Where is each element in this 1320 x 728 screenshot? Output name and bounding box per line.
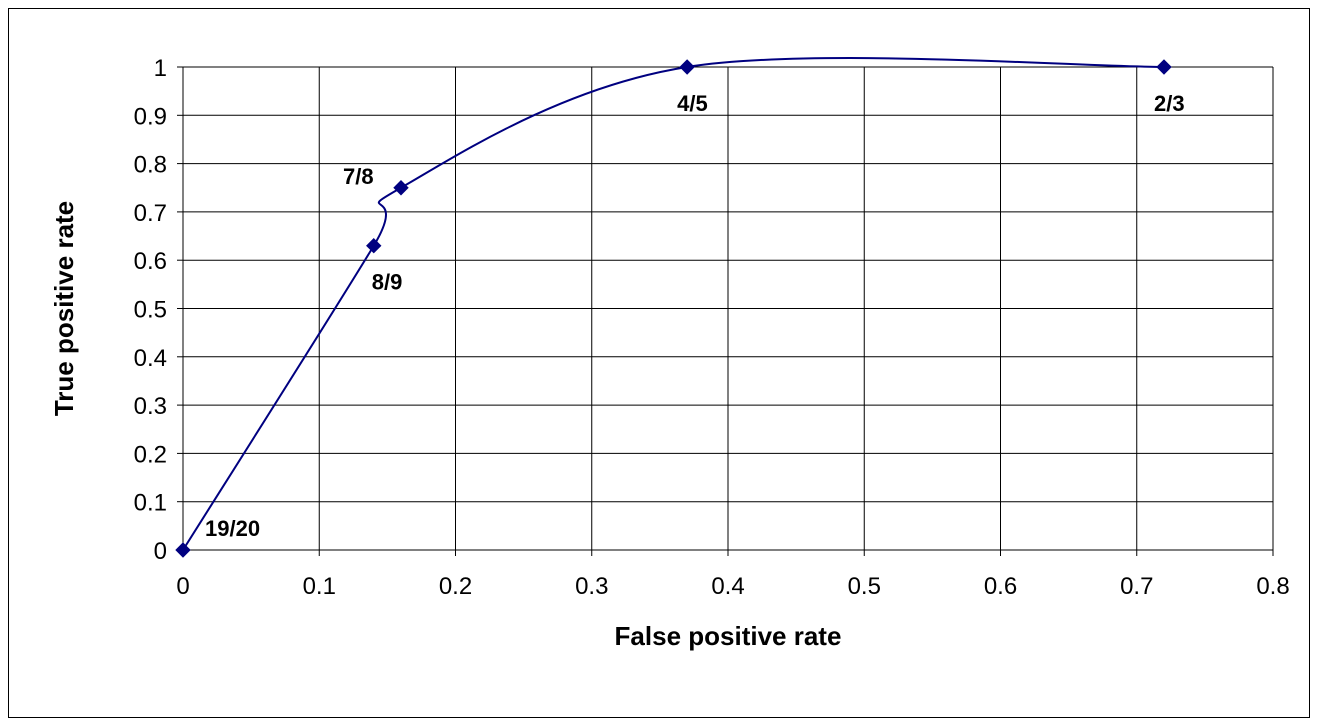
- y-tick-label: 0.4: [134, 345, 167, 372]
- data-point-label: 2/3: [1154, 91, 1185, 116]
- y-tick-label: 0.7: [134, 200, 167, 227]
- y-tick-label: 0.6: [134, 248, 167, 275]
- y-tick-label: 0: [154, 538, 167, 565]
- y-tick-label: 0.2: [134, 441, 167, 468]
- x-tick-label: 0.4: [711, 573, 744, 600]
- data-point-label: 4/5: [677, 91, 708, 116]
- data-point-label: 19/20: [205, 516, 260, 541]
- label-layer: 19/20 8/9 7/8 4/5 2/3: [205, 91, 1185, 541]
- y-tick-label: 0.1: [134, 490, 167, 517]
- x-tick-label: 0: [176, 573, 189, 600]
- x-tick-label: 0.7: [1120, 573, 1153, 600]
- x-tick-label: 0.1: [303, 573, 336, 600]
- data-point-marker: [679, 59, 695, 75]
- data-point-marker: [175, 542, 191, 558]
- y-tick-label: 0.5: [134, 297, 167, 324]
- y-axis-title: True positive rate: [49, 201, 79, 416]
- y-tick-label: 0.8: [134, 152, 167, 179]
- chart-frame: 0 0.1 0.2 0.3 0.4 0.5 0.6 0.7 0.8 0 0.1 0.2 0.3 0.4 0.…: [8, 8, 1310, 718]
- data-point-marker: [1156, 59, 1172, 75]
- axis-layer: 0 0.1 0.2 0.3 0.4 0.5 0.6 0.7 0.8 0 0.1 0.2 0.3 0.4 0.…: [134, 55, 1290, 600]
- grid-layer: [183, 66, 1274, 550]
- data-point-marker: [393, 180, 409, 196]
- x-tick-label: 0.5: [848, 573, 881, 600]
- data-point-marker: [366, 238, 382, 254]
- data-point-label: 8/9: [372, 270, 403, 295]
- x-tick-label: 0.3: [575, 573, 608, 600]
- x-tick-label: 0.2: [439, 573, 472, 600]
- series-layer: [175, 57, 1172, 558]
- x-tick-label: 0.8: [1256, 573, 1289, 600]
- y-tick-label: 0.9: [134, 103, 167, 130]
- y-tick-label: 1: [154, 55, 167, 82]
- x-axis-title: False positive rate: [615, 621, 842, 651]
- y-tick-label: 0.3: [134, 393, 167, 420]
- x-tick-label: 0.6: [984, 573, 1017, 600]
- data-point-label: 7/8: [343, 164, 374, 189]
- roc-chart: 0 0.1 0.2 0.3 0.4 0.5 0.6 0.7 0.8 0 0.1 0.2 0.3 0.4 0.…: [49, 55, 1290, 651]
- roc-curve: [182, 57, 1165, 551]
